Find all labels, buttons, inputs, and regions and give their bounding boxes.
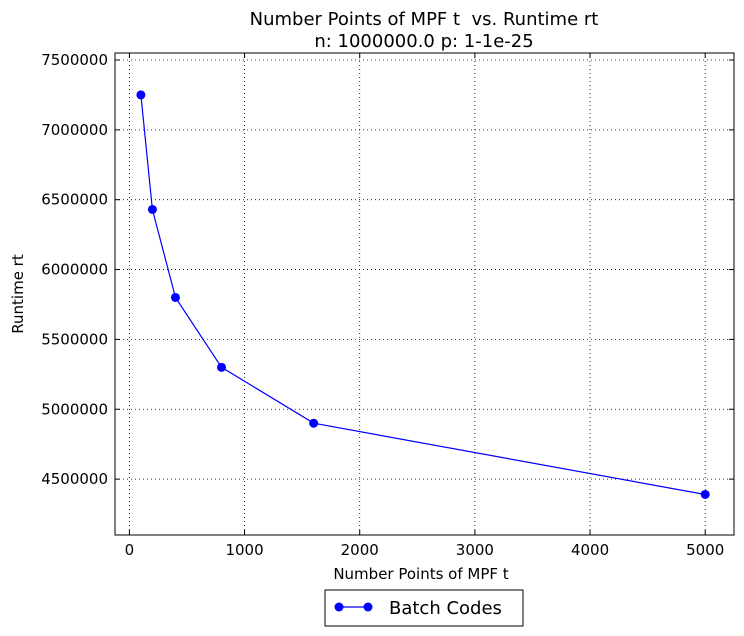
legend: Batch Codes: [324, 589, 524, 627]
data-point: [170, 292, 180, 302]
axis-ticks: 0 1000 2000 3000 4000 5000 4500000 5000000 55000…: [41, 51, 734, 559]
plot-frame: [114, 52, 735, 536]
y-tick-label: 5500000: [41, 330, 108, 348]
data-point: [147, 204, 157, 214]
data-point: [309, 418, 319, 428]
data-point: [700, 489, 710, 499]
x-tick-label: 2000: [341, 541, 379, 559]
x-tick-label: 1000: [225, 541, 263, 559]
data-point: [217, 362, 227, 372]
y-tick-label: 6500000: [41, 191, 108, 209]
x-tick-label: 4000: [571, 541, 609, 559]
y-axis-label: Runtime rt: [9, 254, 27, 334]
y-tick-label: 5000000: [41, 400, 108, 418]
y-tick-label: 7000000: [41, 121, 108, 139]
series-batch-codes: [136, 90, 710, 499]
y-tick-label: 6000000: [41, 261, 108, 279]
x-axis-label: Number Points of MPF t: [333, 565, 508, 583]
y-tick-label: 7500000: [41, 51, 108, 69]
chart-subtitle: n: 1000000.0 p: 1-1e-25: [314, 31, 533, 52]
legend-marker: [334, 602, 344, 612]
y-tick-label: 4500000: [41, 470, 108, 488]
legend-label: Batch Codes: [389, 598, 502, 619]
legend-marker: [363, 602, 373, 612]
series-line: [140, 94, 706, 496]
grid: [115, 53, 734, 535]
legend-box: [324, 589, 524, 627]
data-point: [136, 90, 146, 100]
chart-title: Number Points of MPF t vs. Runtime rt: [250, 9, 599, 30]
x-tick-label: 5000: [686, 541, 724, 559]
x-tick-label: 0: [125, 541, 135, 559]
x-tick-label: 3000: [456, 541, 494, 559]
